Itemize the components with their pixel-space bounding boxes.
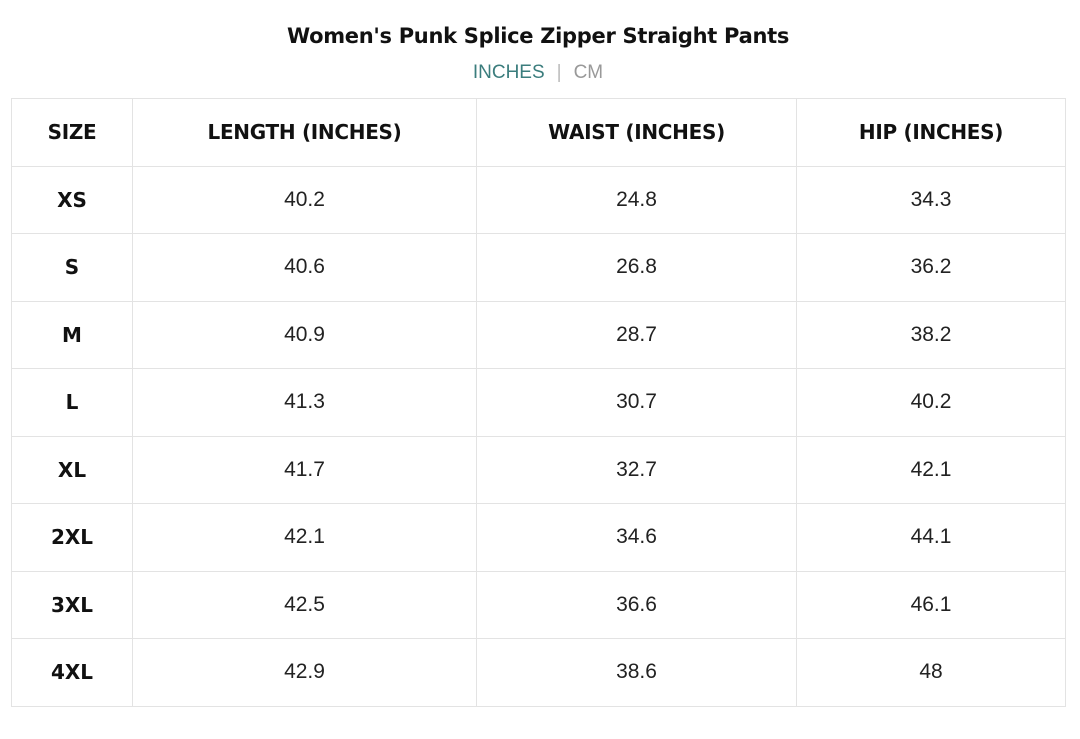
size-cell: XS: [11, 165, 133, 234]
size-chart-table: SIZE LENGTH (INCHES) WAIST (INCHES) HIP (IN…: [11, 98, 1066, 707]
unit-toggle: INCHES | CM: [0, 62, 1076, 84]
table-row: 2XL 42.1 34.6 44.1: [11, 503, 1066, 572]
size-cell: M: [11, 300, 133, 369]
hip-cell: 34.3: [796, 165, 1066, 234]
chart-title: Women's Punk Splice Zipper Straight Pant…: [286, 24, 790, 48]
table-row: L 41.3 30.7 40.2: [11, 368, 1066, 437]
unit-separator: |: [556, 62, 562, 83]
size-cell: L: [11, 368, 133, 437]
hip-cell: 36.2: [796, 233, 1066, 302]
unit-cm-tab[interactable]: CM: [573, 62, 604, 83]
table-row: M 40.9 28.7 38.2: [11, 300, 1066, 369]
table-row: XL 41.7 32.7 42.1: [11, 435, 1066, 504]
table-row: 4XL 42.9 38.6 48: [11, 638, 1066, 707]
length-cell: 40.2: [132, 165, 477, 234]
header-hip: HIP (INCHES): [796, 98, 1066, 167]
waist-cell: 34.6: [476, 503, 797, 572]
header-length: LENGTH (INCHES): [132, 98, 477, 167]
length-cell: 41.7: [132, 435, 477, 504]
hip-cell: 48: [796, 638, 1066, 707]
length-cell: 40.9: [132, 300, 477, 369]
waist-cell: 32.7: [476, 435, 797, 504]
header-waist: WAIST (INCHES): [476, 98, 797, 167]
size-cell: 3XL: [11, 570, 133, 639]
hip-cell: 38.2: [796, 300, 1066, 369]
size-cell: 4XL: [11, 638, 133, 707]
table-row: 3XL 42.5 36.6 46.1: [11, 570, 1066, 639]
hip-cell: 42.1: [796, 435, 1066, 504]
waist-cell: 28.7: [476, 300, 797, 369]
size-cell: S: [11, 233, 133, 302]
size-cell: XL: [11, 435, 133, 504]
size-cell: 2XL: [11, 503, 133, 572]
length-cell: 40.6: [132, 233, 477, 302]
waist-cell: 24.8: [476, 165, 797, 234]
waist-cell: 38.6: [476, 638, 797, 707]
header-row: SIZE LENGTH (INCHES) WAIST (INCHES) HIP (IN…: [11, 98, 1066, 167]
table-row: XS 40.2 24.8 34.3: [11, 165, 1066, 234]
length-cell: 41.3: [132, 368, 477, 437]
length-cell: 42.1: [132, 503, 477, 572]
hip-cell: 44.1: [796, 503, 1066, 572]
length-cell: 42.5: [132, 570, 477, 639]
table-row: S 40.6 26.8 36.2: [11, 233, 1066, 302]
hip-cell: 40.2: [796, 368, 1066, 437]
header-size: SIZE: [11, 98, 133, 167]
waist-cell: 30.7: [476, 368, 797, 437]
length-cell: 42.9: [132, 638, 477, 707]
waist-cell: 26.8: [476, 233, 797, 302]
waist-cell: 36.6: [476, 570, 797, 639]
unit-inches-tab[interactable]: INCHES: [472, 62, 545, 83]
hip-cell: 46.1: [796, 570, 1066, 639]
